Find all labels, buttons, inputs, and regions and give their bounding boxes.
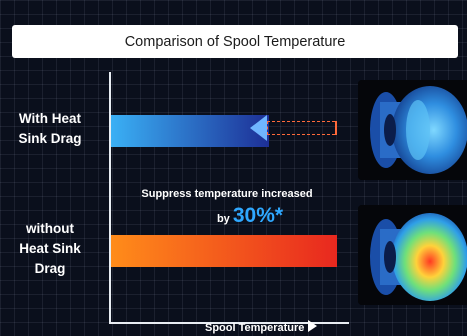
chart-title: Comparison of Spool Temperature bbox=[124, 33, 346, 50]
x-axis-title: Spool Temperature bbox=[205, 320, 318, 334]
category-label-without-heat-sink: without Heat Sink Drag bbox=[19, 221, 81, 276]
annotation-percent: 30%* bbox=[232, 204, 284, 227]
annotation-prefix: by bbox=[216, 213, 230, 225]
annotation-line1: Suppress temperature increased bbox=[141, 188, 313, 200]
bar-with-heat-sink bbox=[111, 115, 270, 147]
annotation-line2: by 30%* bbox=[170, 204, 330, 228]
x-axis-label: Spool Temperature bbox=[205, 322, 305, 334]
spool-image-hot bbox=[358, 205, 467, 305]
chart-title-box: Comparison of Spool Temperature bbox=[12, 25, 458, 58]
spool-image-cool bbox=[358, 80, 467, 180]
temperature-reduction-outline-end bbox=[335, 121, 337, 135]
y-axis-line bbox=[109, 72, 111, 324]
temperature-reduction-outline bbox=[267, 121, 335, 135]
axis-arrow-icon bbox=[308, 320, 318, 332]
category-label-with-heat-sink: With Heat Sink Drag bbox=[18, 111, 82, 146]
reduction-arrow-icon bbox=[250, 115, 267, 141]
x-axis-line bbox=[109, 322, 349, 324]
bar-without-heat-sink bbox=[111, 235, 337, 267]
